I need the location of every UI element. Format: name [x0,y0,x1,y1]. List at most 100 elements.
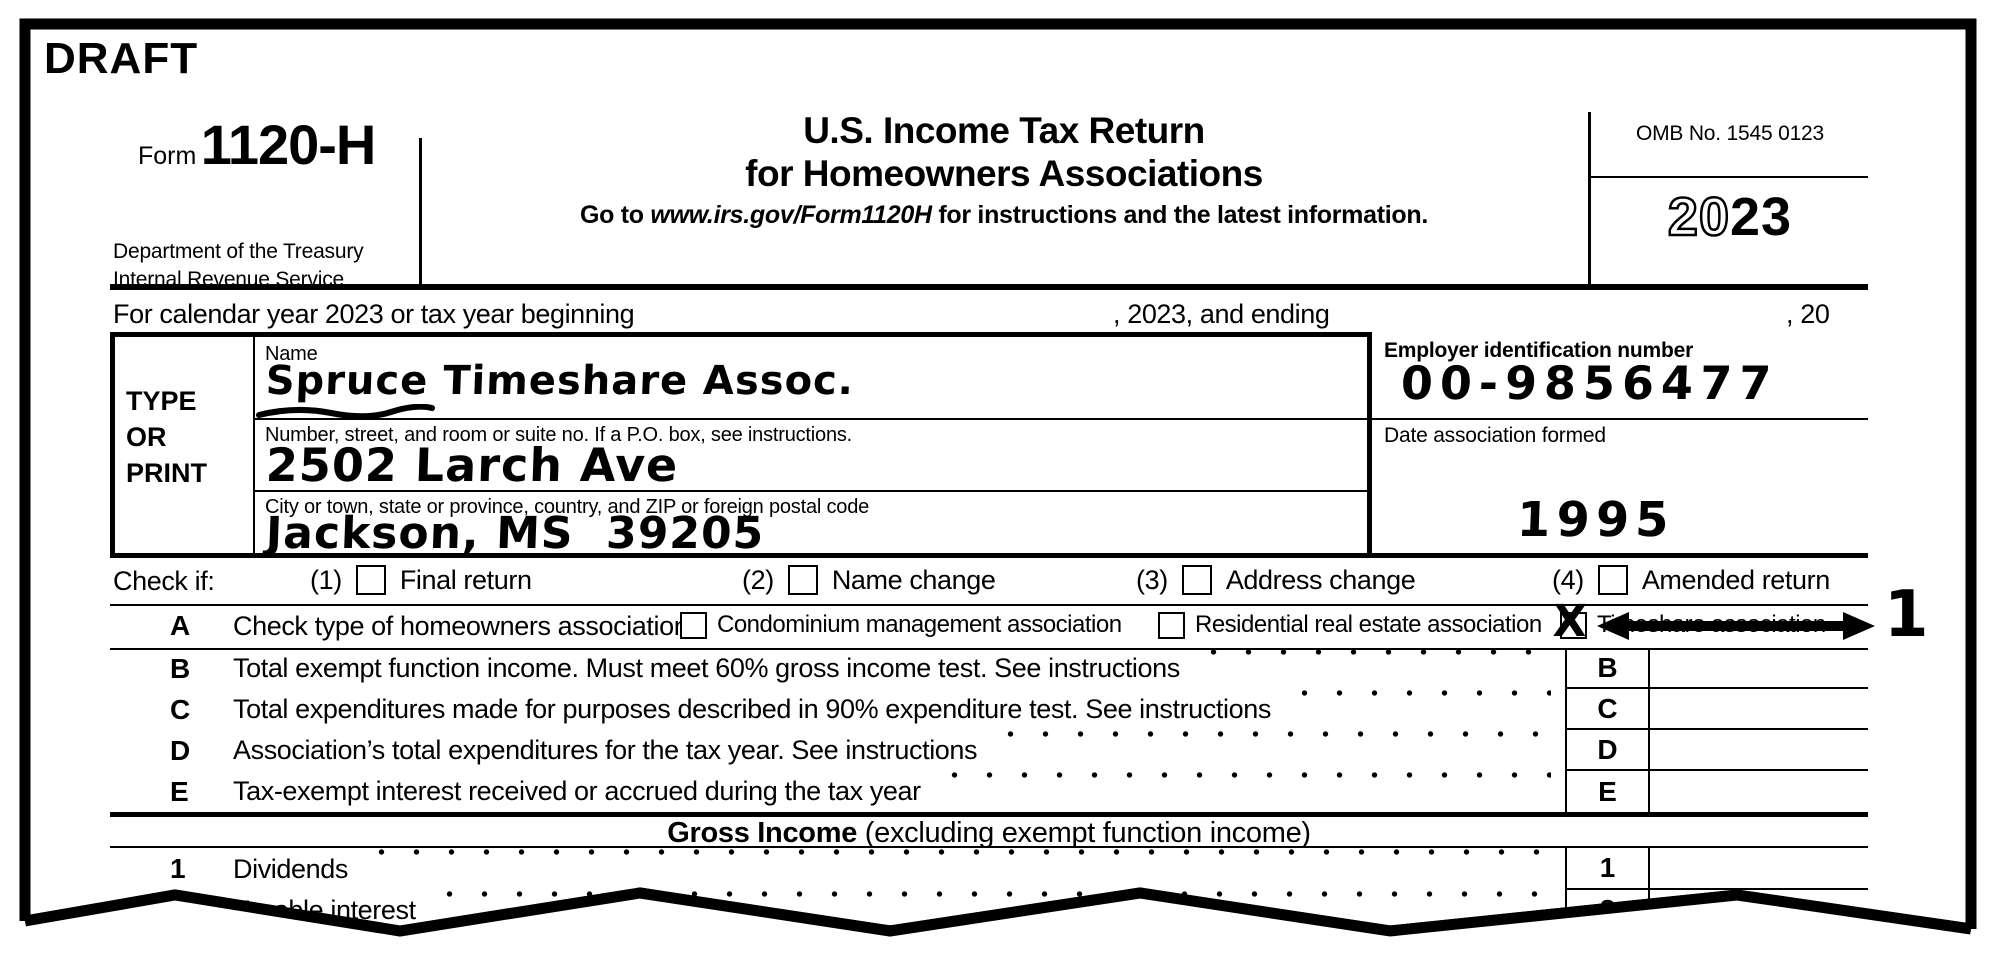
line-c-row: C Total expenditures made for purposes d… [110,689,1868,730]
line-letter: E [170,775,189,807]
section-title: Gross Income [667,817,858,849]
line-letter-box: C [1565,689,1650,730]
name-field[interactable]: Spruce Timeshare Assoc. [265,358,855,404]
line-number: 1 [170,853,186,884]
check-label: Final return [399,564,532,595]
line-e-row: E Tax-exempt interest received or accrue… [110,771,1868,812]
street-label: Number, street, and room or suite no. If… [265,424,853,446]
condominium-checkbox[interactable] [680,611,707,639]
line-letter: C [170,693,191,725]
dot-leader [993,730,1551,771]
line-2-amount-field[interactable] [1650,890,1868,930]
goto-prefix: Go to [580,201,651,229]
form-number: 1120-H [200,113,377,176]
dot-leader [431,890,1551,930]
divider [1588,176,1868,178]
draft-label: DRAFT [44,34,199,83]
calendar-end-text: , 20 [1786,299,1830,329]
divider [110,648,1868,650]
date-formed-label: Date association formed [1384,424,1606,447]
line-number: 2 [170,894,186,925]
divider [110,812,1868,817]
divider [253,490,1372,492]
ein-field[interactable]: 00-9856477 [1400,356,1780,410]
dot-leader [363,848,1551,890]
ein-label: Employer identification number [1384,339,1694,362]
name-change-checkbox[interactable] [787,565,818,595]
line-text: Total expenditures made for purposes des… [233,694,1271,724]
check-label: Amended return [1641,564,1830,595]
timeshare-x-mark: X [1552,596,1589,647]
underline-scribble [256,404,435,420]
line-1-row: 1 Dividends 1 [110,848,1868,890]
goto-suffix: for instructions and the latest informat… [931,201,1428,229]
calendar-middle-text: , 2023, and ending [1113,299,1330,329]
line-text: Association’s total expenditures for the… [233,735,978,765]
section-header: Gross Income (excluding exempt function … [110,817,1868,850]
amended-return-checkbox[interactable] [1597,565,1628,595]
section-subtitle: (excluding exempt function income) [857,817,1311,849]
option-label: Condominium management association [717,611,1122,638]
goto-url[interactable]: www.irs.gov/Form1120H [650,201,932,229]
date-formed-field[interactable]: 1995 [1516,492,1676,548]
check-label: Address change [1225,564,1416,595]
line-letter: D [170,734,191,766]
check-num: (1) [310,564,342,595]
type-or-print-label: TYPE OR PRINT [126,386,207,488]
line-b-amount-field[interactable] [1650,648,1868,689]
line-letter-box: D [1565,730,1650,771]
divider [253,337,255,553]
city-label: City or town, state or province, country… [265,496,870,518]
check-num: (4) [1552,564,1584,595]
checkbox-name-change: (2) Name change [742,562,996,598]
timeshare-checkbox[interactable] [1560,611,1587,639]
checkbox-address-change: (3) Address change [1136,562,1416,598]
tax-year: 2023 [1592,186,1868,249]
checkbox-final-return: (1) Final return [310,562,532,598]
divider [110,284,1868,290]
divider [1372,418,1868,420]
line-letter-box: E [1565,771,1650,812]
street-field[interactable]: 2502 Larch Ave [265,438,680,492]
form-word: Form [138,142,197,170]
divider [110,553,1868,558]
line-number-box: 1 [1565,848,1650,890]
line-letter-box: B [1565,648,1650,689]
divider [110,604,1868,606]
form-number-block: Form 1120-H [138,112,377,177]
dot-leader [1195,648,1551,689]
option-label: Residential real estate association [1195,611,1542,638]
line-2-row: 2 Taxable interest 2 [110,890,1868,930]
line-e-amount-field[interactable] [1650,771,1868,812]
check-num: (2) [742,564,774,595]
title-line1: U.S. Income Tax Return [803,110,1205,151]
line-c-amount-field[interactable] [1650,689,1868,730]
divider [419,138,422,286]
check-label: Name change [831,564,996,595]
city-field[interactable]: Jackson, MS 39205 [265,508,766,559]
divider [253,418,1372,420]
line-text: Taxable interest [233,894,416,925]
year-bold-part: 23 [1730,187,1793,247]
address-change-checkbox[interactable] [1181,565,1212,595]
line-number-box: 2 [1565,890,1650,930]
final-return-checkbox[interactable] [355,565,386,595]
goto-line: Go to www.irs.gov/Form1120H for instruct… [420,201,1588,230]
dot-leader [1286,689,1551,730]
divider [110,846,1868,848]
year-outline-part: 20 [1667,186,1731,249]
calendar-beginning-text: For calendar year 2023 or tax year begin… [113,299,635,329]
option-condominium: Condominium management association [680,608,1122,642]
residential-checkbox[interactable] [1158,611,1185,639]
line-text: Total exempt function income. Must meet … [233,653,1180,683]
line-1-amount-field[interactable] [1650,848,1868,890]
line-d-row: D Association’s total expenditures for t… [110,730,1868,771]
name-label: Name [265,343,318,365]
line-a-label: Check type of homeowners association: [233,611,696,641]
divider [1588,112,1591,286]
checkbox-amended-return: (4) Amended return [1552,562,1830,598]
line-d-amount-field[interactable] [1650,730,1868,771]
annotation-number: 1 [1884,578,1929,652]
line-letter: B [170,652,191,684]
